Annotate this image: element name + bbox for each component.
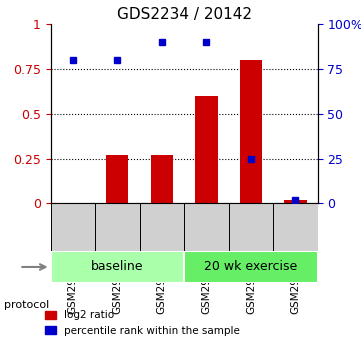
Text: protocol: protocol — [4, 300, 49, 310]
Legend: log2 ratio, percentile rank within the sample: log2 ratio, percentile rank within the s… — [41, 306, 244, 340]
Bar — [284, 200, 306, 203]
Bar — [106, 155, 129, 203]
Text: baseline: baseline — [91, 260, 144, 274]
Bar — [195, 96, 217, 203]
FancyBboxPatch shape — [184, 251, 318, 283]
Bar — [151, 155, 173, 203]
Bar — [240, 60, 262, 203]
Title: GDS2234 / 20142: GDS2234 / 20142 — [117, 7, 252, 22]
Text: 20 wk exercise: 20 wk exercise — [204, 260, 297, 274]
FancyBboxPatch shape — [51, 251, 184, 283]
